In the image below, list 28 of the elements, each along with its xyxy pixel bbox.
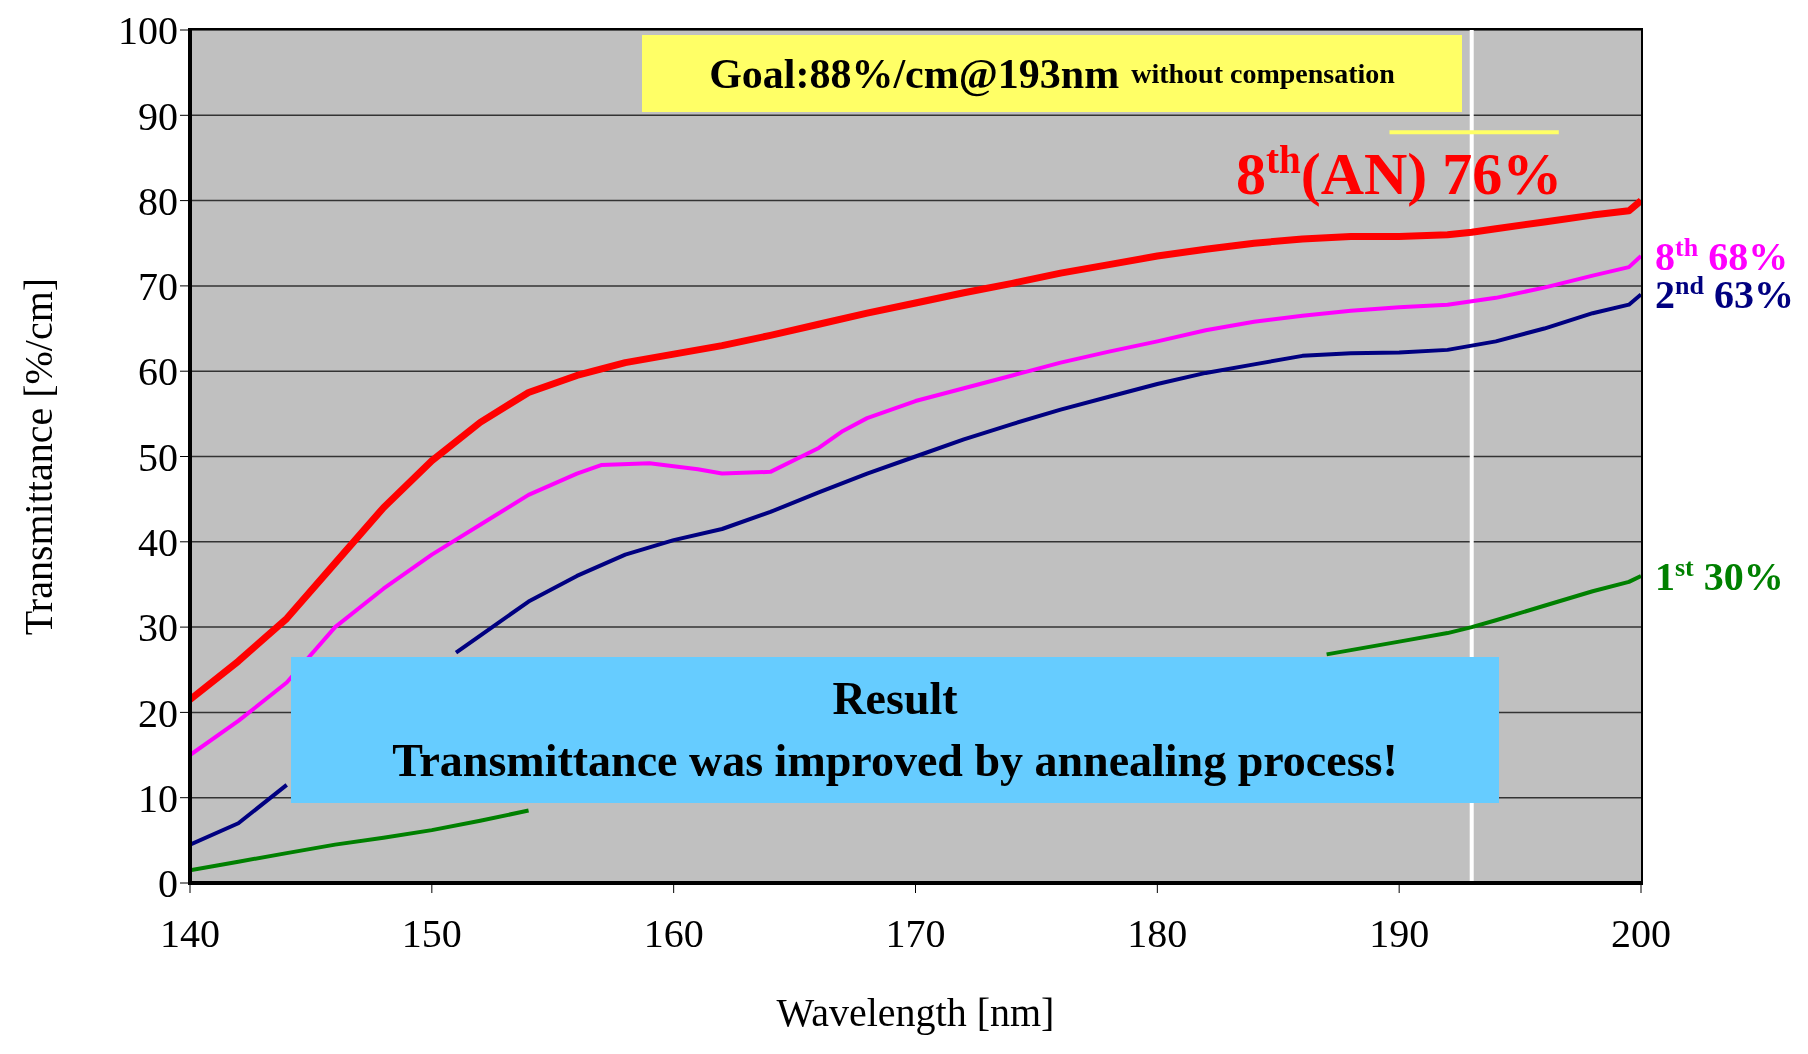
x-tick-label: 140 (160, 911, 220, 957)
x-tick-label: 180 (1127, 911, 1188, 957)
x-tick-label: 190 (1369, 911, 1430, 957)
annotation: Goal:88%/cm@193nm (709, 49, 1120, 98)
goal-text-box: Goal:88%/cm@193nm without compensation (642, 35, 1462, 112)
y-tick-label: 0 (158, 861, 178, 907)
annotation: without compensation (1131, 57, 1395, 90)
series-label: 8$^{th}$(AN) 76% (1236, 137, 1563, 208)
series-label: 1$^{st}$ 30% (1655, 552, 1784, 599)
annotation: Result (832, 671, 958, 726)
result-text-box: Result Transmittance was improved by annealing process! (291, 657, 1499, 803)
y-tick-label: 20 (138, 690, 178, 736)
x-tick-label: 170 (885, 911, 946, 957)
y-tick-label: 70 (138, 264, 178, 310)
y-axis-title: Transmittance [%/cm] (16, 277, 62, 636)
y-tick-label: 80 (138, 178, 178, 224)
y-tick-label: 100 (118, 8, 178, 54)
y-tick-label: 90 (138, 93, 178, 139)
y-tick-label: 30 (138, 605, 178, 651)
x-axis-title: Wavelength [nm] (776, 990, 1055, 1035)
y-tick-label: 60 (138, 349, 178, 395)
y-tick-label: 10 (138, 775, 178, 821)
x-tick-label: 150 (401, 911, 462, 957)
annotation: Transmittance was improved by annealing process! (392, 734, 1398, 788)
x-tick-label: 200 (1611, 911, 1671, 957)
y-tick-label: 40 (138, 520, 178, 565)
y-tick-label: 50 (138, 434, 178, 480)
x-tick-label: 160 (643, 911, 704, 957)
